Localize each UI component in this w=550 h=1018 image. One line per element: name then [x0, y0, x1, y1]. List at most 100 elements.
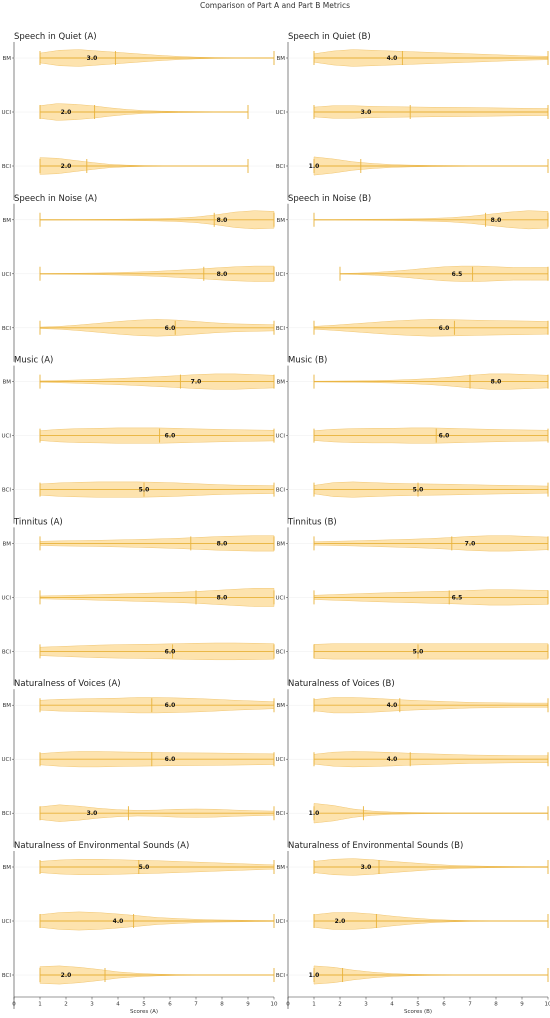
violin-panel: Speech in Noise (A) BM 8.0 UCI 8.0 BCI 6.0	[2, 194, 275, 362]
category-label: BCI	[2, 326, 12, 332]
median-label: 2.0	[335, 918, 346, 925]
median-label: 2.0	[61, 972, 72, 979]
category-label: UCI	[2, 434, 12, 440]
x-tick-label: 1	[312, 1002, 316, 1008]
x-tick-label: 0	[286, 1002, 290, 1008]
median-label: 6.0	[165, 702, 176, 709]
median-label: 8.0	[217, 271, 228, 278]
x-tick-label: 7	[468, 1002, 472, 1008]
category-label: UCI	[276, 110, 286, 116]
x-tick-label: 0	[12, 1002, 16, 1008]
violin-panel: Naturalness of Environmental Sounds (A) B…	[2, 841, 278, 1015]
category-label: BCI	[276, 973, 286, 979]
x-tick-label: 8	[220, 1002, 224, 1008]
panel-title: Music (A)	[14, 356, 53, 366]
x-axis-label: Scores (A)	[130, 1009, 158, 1015]
violin-panel: Music (B) BM 8.0 UCI 6.0 BCI 5.0	[276, 356, 549, 524]
x-tick-label: 7	[194, 1002, 198, 1008]
category-label: BCI	[276, 488, 286, 494]
x-tick-label: 6	[168, 1002, 172, 1008]
panel-title: Naturalness of Environmental Sounds (A)	[14, 841, 189, 851]
median-label: 5.0	[139, 487, 150, 494]
x-tick-label: 10	[271, 1002, 278, 1008]
category-label: BM	[276, 380, 285, 386]
median-label: 6.0	[439, 325, 450, 332]
x-tick-label: 10	[545, 1002, 550, 1008]
panel-title: Speech in Quiet (B)	[288, 32, 371, 42]
x-tick-label: 5	[416, 1002, 420, 1008]
category-label: BCI	[2, 973, 12, 979]
category-label: BM	[2, 865, 11, 871]
median-label: 6.0	[165, 756, 176, 763]
median-label: 5.0	[413, 648, 424, 655]
panel-title: Speech in Noise (A)	[14, 194, 97, 204]
category-label: UCI	[276, 434, 286, 440]
category-label: BCI	[2, 164, 12, 170]
category-label: BCI	[276, 164, 286, 170]
median-label: 8.0	[491, 217, 502, 224]
category-label: BM	[276, 218, 285, 224]
median-label: 6.0	[165, 648, 176, 655]
panel-title: Tinnitus (A)	[13, 517, 63, 527]
median-label: 4.0	[113, 918, 124, 925]
violin-panel: Naturalness of Voices (A) BM 6.0 UCI 6.0 BCI 3…	[2, 679, 275, 848]
panel-title: Naturalness of Voices (B)	[288, 679, 395, 689]
panel-title: Music (B)	[288, 356, 327, 366]
median-label: 1.0	[309, 810, 320, 817]
category-label: UCI	[2, 110, 12, 116]
category-label: BM	[276, 703, 285, 709]
median-label: 8.0	[491, 379, 502, 386]
category-label: BCI	[276, 326, 286, 332]
median-label: 6.0	[165, 433, 176, 440]
category-label: UCI	[276, 595, 286, 601]
median-label: 6.0	[165, 325, 176, 332]
category-label: UCI	[276, 272, 286, 278]
category-label: BCI	[2, 488, 12, 494]
x-tick-label: 3	[90, 1002, 94, 1008]
median-label: 5.0	[139, 864, 150, 871]
x-tick-label: 8	[494, 1002, 498, 1008]
x-axis-label: Scores (B)	[404, 1009, 432, 1015]
category-label: BM	[2, 703, 11, 709]
category-label: BCI	[2, 649, 12, 655]
median-label: 6.0	[439, 433, 450, 440]
category-label: BM	[276, 865, 285, 871]
median-label: 3.0	[361, 864, 372, 871]
x-tick-label: 4	[116, 1002, 120, 1008]
median-label: 4.0	[387, 702, 398, 709]
violin-panel: Speech in Quiet (A) BM 3.0 UCI 2.0 BCI 2.0	[2, 32, 275, 200]
violin-panel: Music (A) BM 7.0 UCI 6.0 BCI 5.0	[2, 356, 275, 524]
violin-panel: Naturalness of Environmental Sounds (B) B…	[276, 841, 550, 1015]
median-label: 2.0	[61, 163, 72, 170]
median-label: 1.0	[309, 163, 320, 170]
category-label: UCI	[276, 757, 286, 763]
category-label: BM	[2, 218, 11, 224]
figure-title: Comparison of Part A and Part B Metrics	[199, 1, 351, 10]
median-label: 6.5	[452, 271, 463, 278]
violin-panel: Tinnitus (B) BM 7.0 UCI 6.5 BCI 5.0	[276, 517, 549, 686]
category-label: UCI	[276, 919, 286, 925]
category-label: UCI	[2, 757, 12, 763]
panel-title: Tinnitus (B)	[287, 517, 337, 527]
category-label: BCI	[2, 811, 12, 817]
median-label: 4.0	[387, 55, 398, 62]
category-label: BM	[276, 541, 285, 547]
median-label: 8.0	[217, 594, 228, 601]
x-tick-label: 4	[390, 1002, 394, 1008]
median-label: 3.0	[361, 109, 372, 116]
median-label: 3.0	[87, 55, 98, 62]
median-label: 5.0	[413, 487, 424, 494]
x-tick-label: 3	[364, 1002, 368, 1008]
category-label: BM	[2, 541, 11, 547]
category-label: BM	[2, 56, 11, 62]
median-label: 7.0	[465, 540, 476, 547]
median-label: 3.0	[87, 810, 98, 817]
category-label: BM	[2, 380, 11, 386]
median-label: 8.0	[217, 217, 228, 224]
violin-panel: Naturalness of Voices (B) BM 4.0 UCI 4.0 BCI 1…	[276, 679, 549, 848]
x-tick-label: 9	[246, 1002, 250, 1008]
median-label: 7.0	[191, 379, 202, 386]
panel-title: Naturalness of Voices (A)	[14, 679, 121, 689]
violin-panel: Tinnitus (A) BM 8.0 UCI 8.0 BCI 6.0	[2, 517, 275, 686]
category-label: UCI	[2, 272, 12, 278]
